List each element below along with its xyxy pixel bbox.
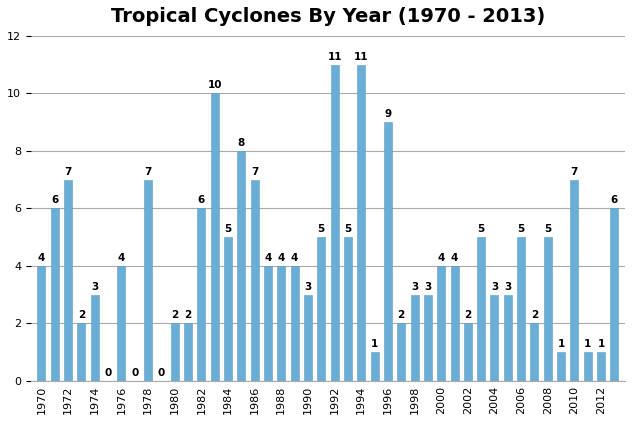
Text: 5: 5 xyxy=(224,224,231,234)
Bar xyxy=(357,64,365,381)
Text: 2: 2 xyxy=(531,310,538,320)
Text: 0: 0 xyxy=(104,368,112,378)
Text: 7: 7 xyxy=(144,167,152,177)
Text: 4: 4 xyxy=(38,253,45,263)
Bar xyxy=(184,323,192,381)
Text: 8: 8 xyxy=(238,138,245,148)
Text: 4: 4 xyxy=(451,253,458,263)
Text: 5: 5 xyxy=(544,224,551,234)
Bar xyxy=(584,352,592,381)
Bar xyxy=(304,295,312,381)
Bar xyxy=(370,352,379,381)
Bar xyxy=(384,122,392,381)
Text: 3: 3 xyxy=(411,282,418,292)
Text: 1: 1 xyxy=(371,339,378,349)
Text: 5: 5 xyxy=(318,224,325,234)
Text: 2: 2 xyxy=(185,310,191,320)
Text: 4: 4 xyxy=(277,253,285,263)
Text: 6: 6 xyxy=(51,195,58,205)
Bar xyxy=(144,180,152,381)
Bar xyxy=(504,295,512,381)
Text: 1: 1 xyxy=(597,339,605,349)
Bar xyxy=(238,151,245,381)
Bar xyxy=(210,93,219,381)
Bar xyxy=(224,237,232,381)
Bar xyxy=(91,295,99,381)
Text: 2: 2 xyxy=(78,310,85,320)
Text: 3: 3 xyxy=(491,282,498,292)
Text: 4: 4 xyxy=(437,253,445,263)
Bar xyxy=(64,180,72,381)
Bar xyxy=(251,180,258,381)
Title: Tropical Cyclones By Year (1970 - 2013): Tropical Cyclones By Year (1970 - 2013) xyxy=(111,7,545,26)
Bar xyxy=(277,266,285,381)
Bar xyxy=(411,295,418,381)
Bar xyxy=(51,208,59,381)
Text: 1: 1 xyxy=(557,339,565,349)
Text: 4: 4 xyxy=(264,253,272,263)
Bar xyxy=(37,266,46,381)
Text: 5: 5 xyxy=(478,224,485,234)
Text: 4: 4 xyxy=(118,253,125,263)
Bar xyxy=(464,323,472,381)
Bar xyxy=(477,237,485,381)
Bar xyxy=(264,266,272,381)
Bar xyxy=(78,323,85,381)
Text: 3: 3 xyxy=(91,282,99,292)
Text: 7: 7 xyxy=(251,167,258,177)
Text: 3: 3 xyxy=(504,282,511,292)
Text: 2: 2 xyxy=(171,310,178,320)
Bar xyxy=(344,237,352,381)
Text: 5: 5 xyxy=(344,224,351,234)
Bar xyxy=(171,323,179,381)
Bar xyxy=(317,237,325,381)
Text: 7: 7 xyxy=(64,167,72,177)
Bar xyxy=(424,295,432,381)
Text: 7: 7 xyxy=(571,167,578,177)
Bar xyxy=(451,266,458,381)
Bar xyxy=(517,237,525,381)
Bar xyxy=(557,352,565,381)
Bar xyxy=(611,208,618,381)
Text: 6: 6 xyxy=(198,195,205,205)
Bar xyxy=(571,180,578,381)
Text: 10: 10 xyxy=(207,80,222,91)
Text: 9: 9 xyxy=(384,109,391,119)
Text: 3: 3 xyxy=(424,282,432,292)
Text: 6: 6 xyxy=(611,195,618,205)
Bar xyxy=(397,323,405,381)
Text: 2: 2 xyxy=(398,310,405,320)
Text: 2: 2 xyxy=(464,310,471,320)
Text: 0: 0 xyxy=(158,368,165,378)
Text: 3: 3 xyxy=(305,282,312,292)
Bar xyxy=(597,352,605,381)
Text: 11: 11 xyxy=(354,52,368,62)
Bar xyxy=(437,266,445,381)
Bar xyxy=(530,323,538,381)
Bar xyxy=(118,266,125,381)
Bar xyxy=(544,237,552,381)
Text: 4: 4 xyxy=(291,253,298,263)
Text: 11: 11 xyxy=(327,52,342,62)
Text: 5: 5 xyxy=(518,224,525,234)
Bar xyxy=(197,208,205,381)
Bar xyxy=(331,64,339,381)
Bar xyxy=(490,295,499,381)
Text: 0: 0 xyxy=(131,368,138,378)
Text: 1: 1 xyxy=(584,339,592,349)
Bar xyxy=(291,266,298,381)
